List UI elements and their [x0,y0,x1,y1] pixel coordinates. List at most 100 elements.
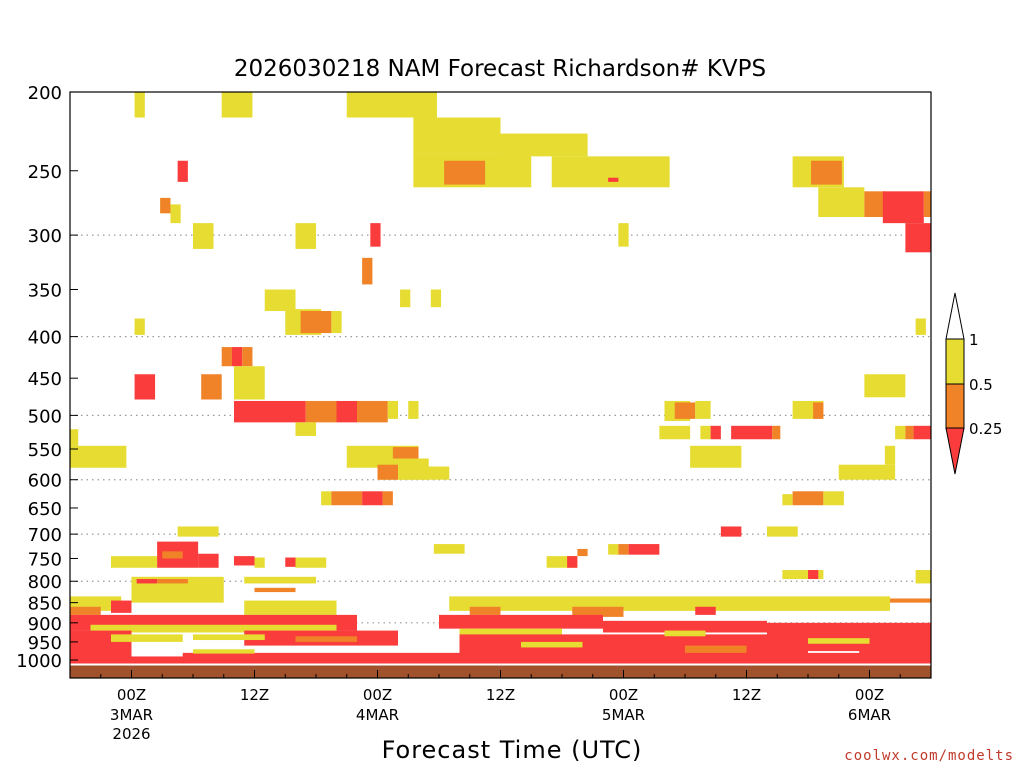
x-date-label: 3MAR [110,706,153,724]
legend-arrow-top [945,292,965,340]
y-tick-label: 900 [28,614,62,635]
ri-patch-orange [295,636,357,642]
ri-patch-yellow [111,556,158,568]
x-year-label: 2026 [112,725,150,743]
ri-patch-yellow [782,570,824,580]
ri-patch-orange [357,400,388,423]
ri-patch-red [136,579,158,584]
ri-patch-red [439,614,603,629]
ri-patch-orange [242,347,253,367]
ri-patch-yellow [70,445,127,468]
ri-patch-yellow [321,491,332,506]
ri-patch-red [177,160,188,182]
ri-patch-yellow [521,641,583,648]
ri-patch-orange [811,160,842,185]
ri-patch-yellow [413,117,501,154]
ri-patch-yellow [895,425,906,440]
y-tick-label: 650 [28,499,62,520]
legend-arrow-bottom [945,427,965,475]
ri-patch-orange [331,491,363,506]
ri-patch-red [234,556,255,566]
ri-patch-red [567,556,578,568]
ri-patch-orange [674,402,696,419]
ri-patch-yellow [346,445,378,468]
ri-patch-red [111,600,132,613]
ri-patch-red [362,491,383,506]
ri-patch-red [285,557,296,567]
ri-patch-red [628,544,660,555]
ri-patch-red [720,526,742,537]
ri-patch-yellow [915,318,926,335]
ri-patch-yellow [823,491,844,506]
ri-patch-red [198,553,219,568]
ri-patch-orange [254,587,296,593]
chart-title: 2026030218 NAM Forecast Richardson# KVPS [234,56,766,82]
ri-patch-yellow [884,445,896,465]
ri-patch-yellow [551,156,670,188]
ri-patch-red [231,347,243,367]
ri-patch-yellow [430,289,442,308]
ri-patch-red [234,400,306,423]
ri-patch-red [459,634,808,655]
ri-patch-yellow [664,630,706,637]
ri-patch-yellow [295,223,316,249]
ri-patch-yellow [864,374,906,398]
ri-patch-yellow [234,366,265,400]
ri-patch-yellow [177,526,219,537]
data-patches [70,92,931,664]
x-date-label: 4MAR [356,706,399,724]
ri-patch-orange [162,551,183,559]
ri-patch-yellow [398,466,450,480]
legend-label: 0.5 [969,376,993,394]
ri-patch-orange [890,598,931,603]
credit-text: coolwx.com/modelts [844,748,1014,764]
y-tick-label: 550 [28,440,62,461]
ri-patch-red [603,620,767,633]
ri-patch-red [336,400,357,423]
ri-patch-yellow [459,628,562,637]
y-tick-label: 800 [28,572,62,593]
ri-patch-yellow [915,570,931,584]
ri-patch-orange [157,579,188,584]
ri-patch-yellow [408,400,419,419]
y-tick-label: 600 [28,471,62,492]
y-tick-label: 200 [28,83,62,104]
ri-patch-yellow [134,92,145,118]
ri-patch-yellow [808,638,870,644]
x-tick-label: 00Z [117,686,146,704]
ri-patch-yellow [659,425,691,440]
ri-patch-red [913,425,931,440]
ri-patch-orange [577,548,588,557]
x-date-label: 5MAR [602,706,645,724]
ri-patch-yellow [254,557,265,568]
x-tick-label: 00Z [363,686,392,704]
ri-patch-red [370,223,381,247]
ri-patch-yellow [244,600,337,615]
ri-patch-orange [444,160,486,185]
ri-patch-orange [905,425,914,440]
ri-patch-orange [618,544,629,555]
ri-patch-yellow [193,649,255,654]
legend-swatch [945,338,965,385]
ri-patch-orange [813,402,824,419]
y-tick-label: 850 [28,594,62,615]
ri-patch-yellow [700,425,711,440]
ri-patch-orange [70,606,101,615]
ri-patch-red [182,652,931,664]
ri-patch-yellow [387,400,398,419]
y-tick-label: 350 [28,280,62,301]
x-tick-label: 12Z [732,686,761,704]
ri-patch-yellow [90,624,337,633]
x-tick-label: 00Z [609,686,638,704]
ri-patch-orange [864,191,885,217]
ri-patch-orange [201,374,222,400]
ri-patch-yellow [170,204,181,224]
ri-patch-red [70,656,193,664]
ri-patch-red [695,606,716,615]
ri-patch-yellow [400,289,411,308]
legend: 1 0.5 0.25 [945,292,1002,475]
ri-patch-yellow [695,400,711,419]
y-tick-label: 1000 [16,651,62,672]
y-axis: 200 250 300 350 400 450 500 550 600 650 700 7508008… [16,83,78,672]
